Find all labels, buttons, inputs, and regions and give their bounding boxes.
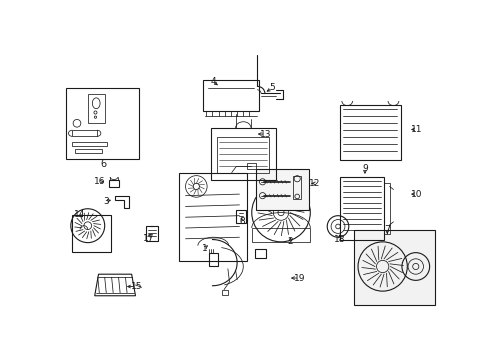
Bar (75, 149, 102, 153)
Bar (339, 177, 384, 240)
Text: 9: 9 (361, 164, 367, 173)
Bar (179, 172, 246, 261)
Text: 6: 6 (100, 159, 106, 169)
Text: 7: 7 (384, 225, 389, 235)
Text: 16: 16 (93, 177, 105, 186)
Bar (246, 163, 256, 170)
Text: 2: 2 (287, 237, 292, 246)
Text: 10: 10 (410, 190, 422, 199)
Text: 18: 18 (333, 235, 345, 244)
Text: 8: 8 (239, 217, 245, 226)
Text: 3: 3 (103, 197, 109, 206)
Bar (217, 137, 268, 172)
Bar (254, 249, 265, 258)
Text: 11: 11 (410, 125, 422, 134)
Bar (221, 291, 227, 295)
Text: 15: 15 (130, 282, 142, 291)
Text: 12: 12 (308, 179, 320, 188)
Bar (256, 170, 308, 210)
Bar (384, 183, 389, 234)
Bar (353, 230, 434, 305)
Text: 14: 14 (74, 210, 85, 219)
Bar (108, 180, 119, 187)
Bar (72, 142, 107, 145)
Bar (203, 80, 258, 111)
Bar (72, 215, 111, 252)
Bar (339, 105, 400, 160)
Bar (145, 226, 158, 241)
Bar (251, 228, 310, 242)
Text: 19: 19 (293, 274, 305, 283)
Bar (66, 88, 139, 159)
Bar (72, 130, 97, 136)
Bar (87, 94, 104, 123)
Text: 4: 4 (210, 77, 216, 86)
Bar (293, 176, 301, 199)
Text: 13: 13 (259, 130, 271, 139)
Bar (236, 210, 245, 223)
Text: 5: 5 (269, 84, 275, 93)
Text: 17: 17 (142, 234, 154, 243)
Bar (208, 253, 218, 266)
Bar (210, 128, 276, 180)
Text: 1: 1 (202, 243, 207, 252)
